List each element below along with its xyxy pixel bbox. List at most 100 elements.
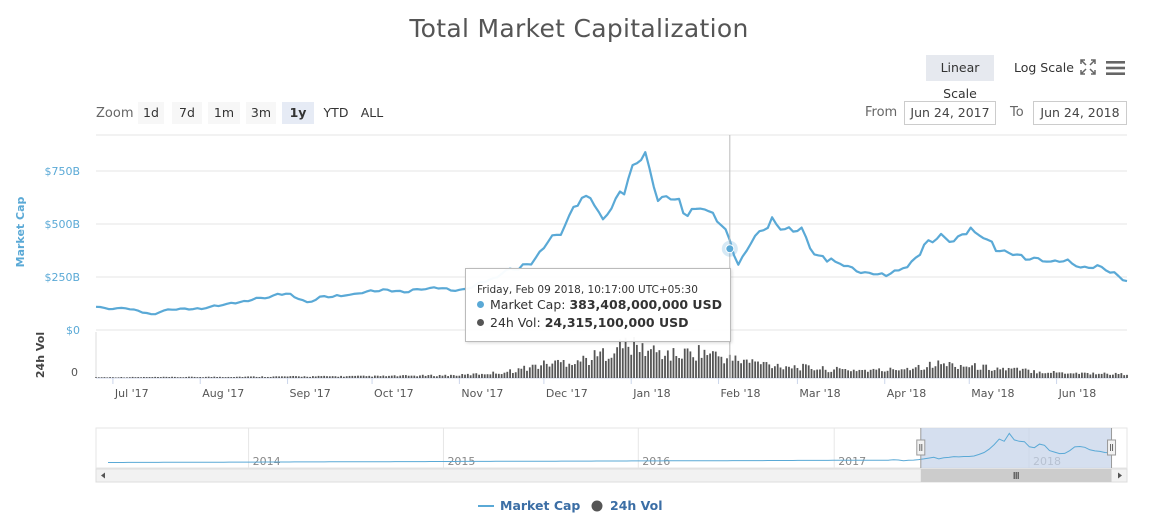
volume-bar <box>1044 373 1047 378</box>
volume-bar <box>754 361 757 378</box>
volume-bar <box>788 366 790 378</box>
volume-bar <box>664 355 666 378</box>
volume-bar <box>109 377 111 378</box>
volume-bar <box>644 356 647 378</box>
volume-bar <box>610 357 613 378</box>
volume-bar <box>633 336 635 378</box>
volume-bar <box>596 356 599 378</box>
from-date-input[interactable] <box>904 101 996 125</box>
volume-bar <box>435 376 438 378</box>
volume-bar <box>782 369 785 378</box>
volume-bar <box>881 371 883 378</box>
volume-bar <box>286 376 289 378</box>
volume-bar <box>393 375 396 378</box>
legend-market-cap[interactable]: Market Cap <box>500 498 581 513</box>
zoom-1d-button[interactable]: 1d <box>138 102 164 124</box>
volume-bar <box>1089 374 1092 378</box>
volume-bar <box>306 376 309 378</box>
volume-bar <box>289 376 292 378</box>
volume-bar <box>988 369 990 378</box>
volume-bar <box>238 376 241 378</box>
zoom-all-button[interactable]: ALL <box>360 105 384 120</box>
volume-bar <box>131 376 134 378</box>
volume-bar <box>1021 368 1024 378</box>
volume-bar <box>1061 372 1064 378</box>
volume-bar <box>1019 370 1021 378</box>
zoom-1m-button[interactable]: 1m <box>208 102 240 124</box>
volume-bar <box>292 375 295 378</box>
volume-bar <box>120 377 123 378</box>
volume-bar <box>444 374 447 378</box>
log-scale-button[interactable]: Log Scale <box>1014 60 1074 75</box>
navigator-tick-label: 2016 <box>642 455 670 468</box>
legend-vol-symbol <box>591 500 603 512</box>
navigator-tick-label: 2017 <box>838 455 866 468</box>
volume-bar <box>1041 373 1044 378</box>
volume-bar <box>937 360 940 378</box>
volume-bar <box>599 351 602 378</box>
volume-bar <box>430 374 433 378</box>
volume-bar <box>469 375 472 378</box>
tooltip: Friday, Feb 09 2018, 10:17:00 UTC+05:30 … <box>465 268 731 342</box>
volume-bar <box>976 369 979 378</box>
volume-bar <box>261 376 264 378</box>
volume-bar <box>100 377 103 378</box>
zoom-3m-button[interactable]: 3m <box>246 102 276 124</box>
to-label: To <box>1010 105 1024 120</box>
volume-bar <box>765 362 768 378</box>
volume-bar <box>1002 367 1004 378</box>
volume-bar <box>176 377 179 378</box>
market-cap-dot-icon <box>477 301 484 308</box>
volume-bar <box>751 359 754 378</box>
volume-bar <box>968 367 971 378</box>
volume-bar <box>140 377 142 378</box>
volume-bar <box>1010 368 1013 378</box>
y-tick-label: $750B <box>44 165 80 178</box>
volume-bar <box>1064 373 1066 378</box>
volume-bar <box>810 368 813 378</box>
zoom-label: Zoom <box>96 106 134 121</box>
volume-bar <box>827 372 830 378</box>
volume-bar <box>861 369 864 378</box>
legend-24h-vol[interactable]: 24h Vol <box>610 498 663 513</box>
volume-bar <box>923 369 926 378</box>
volume-bar <box>376 375 379 378</box>
volume-bar <box>523 365 526 378</box>
tooltip-market-cap-label: Market Cap: <box>490 297 566 312</box>
volume-bar <box>399 375 402 378</box>
volume-bar <box>565 366 568 378</box>
hamburger-menu-icon[interactable] <box>1106 60 1126 76</box>
volume-bar <box>672 348 675 378</box>
volume-bar <box>1004 370 1007 378</box>
scrollbar-track <box>95 468 1128 483</box>
volume-bar <box>196 377 199 378</box>
volume-bar <box>554 360 557 378</box>
zoom-7d-button[interactable]: 7d <box>172 102 202 124</box>
linear-scale-button[interactable]: Linear Scale <box>926 55 994 101</box>
volume-bar <box>813 370 816 378</box>
volume-bar <box>796 367 799 378</box>
volume-bar <box>855 371 858 378</box>
volume-bar <box>833 369 835 378</box>
volume-bar <box>461 374 464 378</box>
volume-bar <box>1095 374 1097 378</box>
volume-bar <box>1097 373 1100 378</box>
volume-bar <box>357 375 359 378</box>
volume-bar <box>323 375 326 378</box>
expand-icon[interactable] <box>1080 59 1096 75</box>
volume-bar <box>669 360 672 378</box>
tooltip-date: Friday, Feb 09 2018, 10:17:00 UTC+05:30 <box>477 284 698 296</box>
scroll-left-arrow-icon <box>101 472 105 479</box>
volume-bar <box>678 358 681 378</box>
zoom-1y-button[interactable]: 1y <box>282 102 314 124</box>
volume-bar <box>917 364 920 378</box>
volume-bar <box>1106 373 1109 378</box>
volume-bar <box>182 377 185 378</box>
volume-bar <box>464 374 466 378</box>
zoom-ytd-button[interactable]: YTD <box>323 105 349 120</box>
to-date-input[interactable] <box>1033 101 1127 125</box>
volume-bar <box>982 364 985 378</box>
volume-bar <box>433 376 435 378</box>
volume-bar <box>1058 372 1061 378</box>
